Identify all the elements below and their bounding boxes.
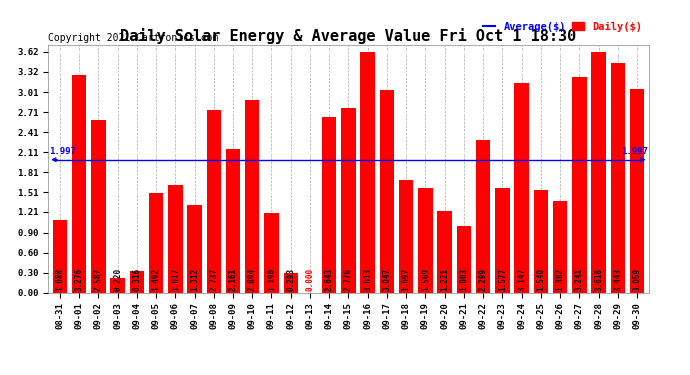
Text: 1.312: 1.312 xyxy=(190,268,199,291)
Text: 2.587: 2.587 xyxy=(94,268,103,291)
Text: 3.618: 3.618 xyxy=(594,268,603,291)
Bar xyxy=(591,52,606,292)
Text: 1.003: 1.003 xyxy=(460,268,469,291)
Legend: Average($), Daily($): Average($), Daily($) xyxy=(482,21,643,33)
Bar xyxy=(322,117,337,292)
Text: 1.221: 1.221 xyxy=(440,268,449,291)
Bar xyxy=(418,188,433,292)
Bar xyxy=(206,110,221,292)
Text: 3.059: 3.059 xyxy=(633,268,642,291)
Text: 3.443: 3.443 xyxy=(613,268,622,291)
Text: 0.316: 0.316 xyxy=(132,268,141,291)
Text: 1.569: 1.569 xyxy=(421,268,430,291)
Text: 2.299: 2.299 xyxy=(479,268,488,291)
Text: 3.613: 3.613 xyxy=(363,268,372,291)
Bar xyxy=(380,90,394,292)
Bar xyxy=(91,120,106,292)
Text: Copyright 2021 Cartronics.com: Copyright 2021 Cartronics.com xyxy=(48,33,219,42)
Bar xyxy=(110,278,125,292)
Text: 1.492: 1.492 xyxy=(152,268,161,291)
Bar xyxy=(130,272,144,292)
Text: 3.147: 3.147 xyxy=(517,268,526,291)
Text: 1.190: 1.190 xyxy=(267,268,276,291)
Text: 1.697: 1.697 xyxy=(402,268,411,291)
Bar xyxy=(572,77,586,292)
Bar xyxy=(168,185,182,292)
Bar xyxy=(52,220,67,292)
Text: 3.276: 3.276 xyxy=(75,268,83,291)
Text: 1.088: 1.088 xyxy=(55,268,64,291)
Text: 0.220: 0.220 xyxy=(113,268,122,291)
Bar xyxy=(187,205,201,292)
Bar xyxy=(437,211,452,292)
Text: 3.047: 3.047 xyxy=(382,268,391,291)
Bar xyxy=(149,193,164,292)
Text: 1.577: 1.577 xyxy=(498,268,507,291)
Text: 0.000: 0.000 xyxy=(306,268,315,291)
Text: 1.617: 1.617 xyxy=(171,268,180,291)
Title: Daily Solar Energy & Average Value Fri Oct 1 18:30: Daily Solar Energy & Average Value Fri O… xyxy=(120,28,577,44)
Text: 3.241: 3.241 xyxy=(575,268,584,291)
Bar xyxy=(611,63,625,292)
Bar xyxy=(515,83,529,292)
Bar xyxy=(245,100,259,292)
Bar xyxy=(553,201,567,292)
Bar xyxy=(533,190,548,292)
Bar xyxy=(457,226,471,292)
Text: 0.293: 0.293 xyxy=(286,268,295,291)
Text: 1.997: 1.997 xyxy=(621,147,648,156)
Text: 2.894: 2.894 xyxy=(248,268,257,291)
Text: 2.161: 2.161 xyxy=(228,268,237,291)
Bar xyxy=(399,180,413,292)
Bar xyxy=(476,140,491,292)
Text: 2.776: 2.776 xyxy=(344,268,353,291)
Text: 1.997: 1.997 xyxy=(49,147,76,156)
Bar xyxy=(360,52,375,292)
Text: 1.540: 1.540 xyxy=(536,268,545,291)
Bar xyxy=(284,273,298,292)
Bar xyxy=(342,108,355,292)
Text: 2.737: 2.737 xyxy=(209,268,218,291)
Bar xyxy=(264,213,279,292)
Bar xyxy=(72,75,86,292)
Text: 1.382: 1.382 xyxy=(555,268,564,291)
Bar xyxy=(630,89,644,292)
Text: 2.643: 2.643 xyxy=(325,268,334,291)
Bar xyxy=(495,188,510,292)
Bar xyxy=(226,149,240,292)
